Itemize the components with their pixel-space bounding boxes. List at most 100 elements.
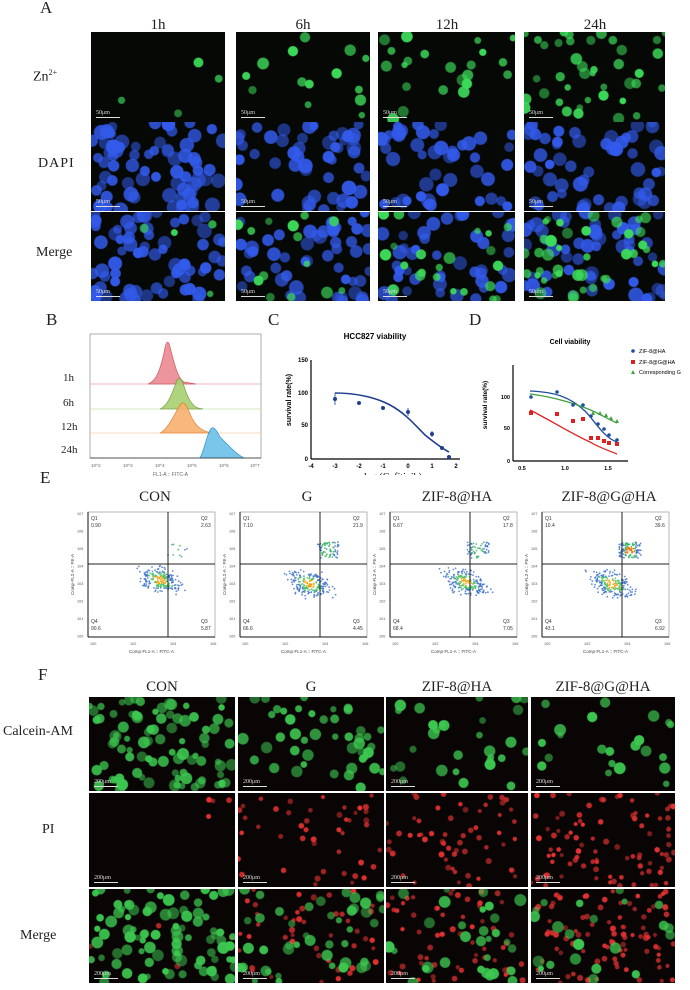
svg-text:100: 100 xyxy=(77,635,83,639)
svg-text:6.92: 6.92 xyxy=(655,626,665,632)
svg-text:6.67: 6.67 xyxy=(393,523,403,529)
svg-text:Q3: Q3 xyxy=(353,619,360,625)
svg-text:FL1-A :: FITC-A: FL1-A :: FITC-A xyxy=(153,472,189,478)
svg-text:survival rate(%): survival rate(%) xyxy=(482,381,489,429)
panel-b-histogram: 10^2 10^3 10^4 10^5 10^6 10^7 FL1-A :: F… xyxy=(89,333,262,478)
scale-bar: 50μm xyxy=(529,110,553,118)
svg-text:90.6: 90.6 xyxy=(91,626,101,632)
scale-bar: 50μm xyxy=(241,289,265,297)
panel-b-row-1h: 1h xyxy=(63,372,74,384)
svg-text:Q4: Q4 xyxy=(91,619,98,625)
svg-text:Q4: Q4 xyxy=(243,619,250,625)
svg-text:Q1: Q1 xyxy=(393,516,400,522)
micrograph-calceinam-2: 200μm xyxy=(386,697,528,791)
micrograph-pi-2: 200μm xyxy=(386,793,528,887)
svg-text:1: 1 xyxy=(430,464,434,470)
svg-text:21.9: 21.9 xyxy=(353,523,363,529)
micrograph-zn2-1h: 50μm xyxy=(91,32,225,122)
svg-text:106: 106 xyxy=(379,530,385,534)
svg-text:0.90: 0.90 xyxy=(91,523,101,529)
svg-text:107: 107 xyxy=(229,512,235,516)
svg-text:10^4: 10^4 xyxy=(155,463,165,468)
svg-text:ZIF-8@G@HA: ZIF-8@G@HA xyxy=(639,360,676,366)
svg-text:103: 103 xyxy=(531,582,537,586)
svg-text:10^7: 10^7 xyxy=(250,463,260,468)
svg-text:100: 100 xyxy=(501,395,510,401)
micrograph-merge-24h: 50μm xyxy=(524,212,665,301)
svg-text:104: 104 xyxy=(379,565,385,569)
scale-bar: 50μm xyxy=(383,199,407,207)
svg-text:Comp-FL2-A :: PE-A: Comp-FL2-A :: PE-A xyxy=(222,554,227,595)
micrograph-pi-3: 200μm xyxy=(531,793,675,887)
panel-f-col-zif8-ha: ZIF-8@HA xyxy=(421,679,493,695)
svg-text:50: 50 xyxy=(504,426,510,432)
svg-text:Comp-FL2-A :: PE-A: Comp-FL2-A :: PE-A xyxy=(524,554,529,595)
panel-e-title: CON xyxy=(139,489,171,505)
panel-c-chart: HCC827 viability survival rate(%) 150100… xyxy=(286,332,460,475)
micrograph-merge-0: 200μm xyxy=(89,889,235,983)
svg-text:101: 101 xyxy=(229,617,235,621)
micrograph-merge-2: 200μm xyxy=(386,889,528,983)
panel-a-row-merge: Merge xyxy=(36,245,73,260)
panel-c-label: C xyxy=(268,310,280,329)
scale-bar: 200μm xyxy=(243,875,267,883)
svg-text:10.4: 10.4 xyxy=(545,523,555,529)
panel-f-col-con: CON xyxy=(146,679,178,695)
scale-bar: 200μm xyxy=(391,971,415,979)
svg-text:Q3: Q3 xyxy=(503,619,510,625)
svg-text:Comp-FL2-A :: PE-A: Comp-FL2-A :: PE-A xyxy=(70,554,75,595)
micrograph-zn2-6h: 50μm xyxy=(236,32,370,122)
svg-text:Q2: Q2 xyxy=(655,516,662,522)
svg-text:107: 107 xyxy=(77,512,83,516)
micrograph-calceinam-3: 200μm xyxy=(531,697,675,791)
micrograph-merge-6h: 50μm xyxy=(236,212,370,301)
histogram-12h xyxy=(159,402,213,434)
panel-d-chart: Cell viability survival rate(%) 100 50 0 0… xyxy=(482,339,681,472)
svg-text:10^3: 10^3 xyxy=(123,463,133,468)
svg-text:101: 101 xyxy=(77,617,83,621)
svg-text:0: 0 xyxy=(406,464,410,470)
scale-bar: 200μm xyxy=(536,779,560,787)
scale-bar: 200μm xyxy=(391,779,415,787)
svg-text:Comp-FL1-A :: FITC-A: Comp-FL1-A :: FITC-A xyxy=(583,649,628,654)
scale-bar: 50μm xyxy=(241,199,265,207)
svg-text:103: 103 xyxy=(379,582,385,586)
svg-text:100: 100 xyxy=(544,642,550,646)
micrograph-zn2-24h: 50μm xyxy=(524,32,665,122)
svg-text:10^6: 10^6 xyxy=(219,463,229,468)
svg-text:Q1: Q1 xyxy=(545,516,552,522)
svg-text:2.63: 2.63 xyxy=(201,523,211,529)
svg-text:104: 104 xyxy=(322,642,328,646)
svg-text:5.87: 5.87 xyxy=(201,626,211,632)
svg-text:HCC827 viability: HCC827 viability xyxy=(344,332,407,341)
svg-text:100: 100 xyxy=(392,642,398,646)
svg-text:105: 105 xyxy=(77,547,83,551)
svg-text:102: 102 xyxy=(282,642,288,646)
svg-text:106: 106 xyxy=(210,642,216,646)
svg-text:43.1: 43.1 xyxy=(545,626,555,632)
micrograph-merge-3: 200μm xyxy=(531,889,675,983)
svg-text:101: 101 xyxy=(379,617,385,621)
panel-a-row-dapi: DAPI xyxy=(38,156,75,171)
scale-bar: 200μm xyxy=(94,779,118,787)
svg-text:Q3: Q3 xyxy=(655,619,662,625)
panel-b-row-12h: 12h xyxy=(61,421,78,433)
micrograph-pi-0: 200μm xyxy=(89,793,235,887)
micrograph-calceinam-1: 200μm xyxy=(238,697,384,791)
svg-text:104: 104 xyxy=(531,565,537,569)
panel-a-row-zn: Zn2+ xyxy=(33,68,58,85)
svg-text:103: 103 xyxy=(77,582,83,586)
svg-text:Q1: Q1 xyxy=(243,516,250,522)
svg-text:Q4: Q4 xyxy=(545,619,552,625)
svg-text:4.45: 4.45 xyxy=(353,626,363,632)
svg-text:Comp-FL1-A :: FITC-A: Comp-FL1-A :: FITC-A xyxy=(431,649,476,654)
panel-e-label: E xyxy=(40,468,51,487)
panel-e-title: ZIF-8@G@HA xyxy=(561,489,657,505)
svg-text:50: 50 xyxy=(301,423,308,429)
panel-f-row-calcein: Calcein-AM xyxy=(3,724,73,739)
svg-text:0.5: 0.5 xyxy=(518,466,526,472)
